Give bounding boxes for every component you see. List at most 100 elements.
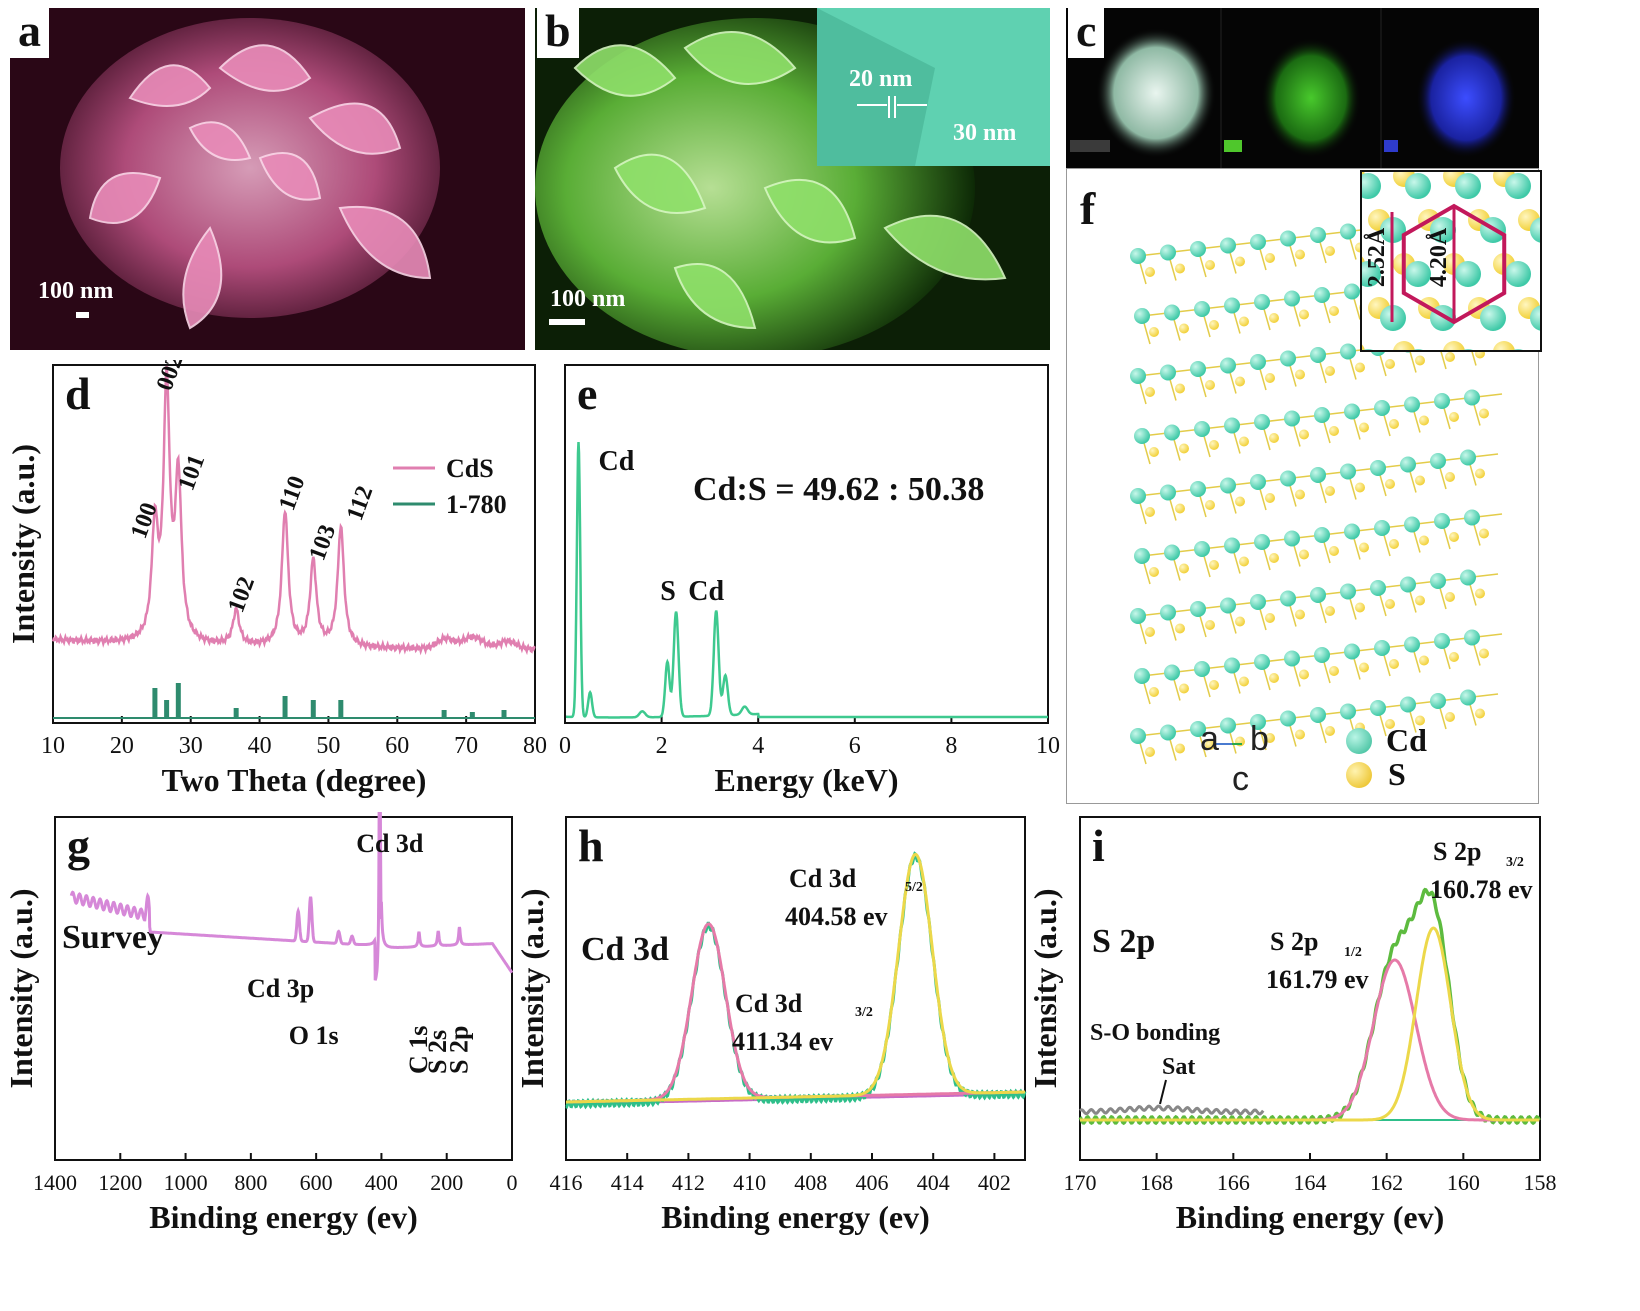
x-tick-label: 20 [110,733,134,759]
cd-atom [1160,724,1176,741]
s-atom [1175,623,1185,634]
x-tick-label: 200 [430,1170,463,1195]
cd-atom [1130,608,1146,624]
cd-atom [1405,261,1431,287]
s-atom [1493,341,1515,350]
peak-label-103: 103 [304,521,341,564]
eds-peak-label-2: Cd [688,576,724,607]
cd-atom [1194,541,1210,557]
reference-peak [469,712,475,718]
s-atom [1269,433,1279,443]
x-tick-label: 402 [978,1170,1011,1195]
cd-atom [1134,668,1150,684]
cd-atom [1250,234,1266,250]
cd-atom [1460,449,1476,466]
label-cd3d52: Cd 3d [789,864,857,893]
legend-s-icon [1346,762,1372,788]
axis-label-c: c [1232,760,1249,798]
cd-s-ratio: Cd:S = 49.62 : 50.38 [693,471,984,508]
s-atom [1389,659,1399,669]
panel-letter-a: a [10,8,49,58]
x-tick-label: 8 [945,733,957,759]
panel-b: b 100 nm 20 nm 30 nm [535,8,1050,358]
cd-atom [1254,534,1270,550]
chart-h: 416 414 412 410 408 406 404 402 Binding energy (… [514,812,1045,1306]
s-atom [1325,366,1335,376]
s-atom [1325,246,1335,256]
reference-peak [175,683,181,718]
x-tick-label: 1200 [98,1170,142,1195]
s-atom [1325,606,1335,616]
survey-line [69,646,514,981]
legend-label-1-780: 1-780 [446,490,507,519]
s-atom [1445,712,1455,722]
s-atom [1295,609,1305,620]
cd-atom [1280,470,1296,487]
s-atom [1443,341,1465,350]
s-atom [1295,369,1305,380]
cd-atom [1134,308,1150,324]
cd-atom [1134,428,1150,444]
satellite-line [1079,1104,1265,1116]
s-atom [1445,472,1455,482]
panel-letter-f: f [1080,183,1096,234]
x-tick-label: 70 [454,733,478,759]
x-axis-label: Energy (keV) [715,762,899,798]
x-tick-label: 162 [1370,1170,1403,1195]
axis-label-b: b [1250,720,1269,758]
x-tick-label: 30 [179,733,203,759]
s-atom [1385,359,1395,369]
s-atom [1329,666,1339,676]
x-axis-label: Binding energy (ev) [1176,1199,1444,1235]
s-atom [1179,683,1189,694]
plot-frame [565,816,1026,1161]
s-atom [1393,341,1415,350]
panel-letter-d: d [65,368,91,419]
s-atom [1179,443,1189,454]
cd-atom [1340,223,1356,240]
s-atom [1175,503,1185,514]
s-atom [1265,493,1275,503]
s-atom [1209,440,1219,450]
eds-spectrum-line [566,442,1048,719]
s-atom [1479,528,1489,539]
x-tick-label: 414 [611,1170,644,1195]
x-tick-label: 168 [1140,1170,1173,1195]
inset-label-30nm: 30 nm [953,120,1017,146]
s-atom [1235,616,1245,627]
x-axis-label: Binding energy (ev) [661,1199,929,1235]
s-atom [1265,373,1275,383]
cd-atom [1224,657,1240,674]
cd-atom [1280,590,1296,607]
cd-atom [1224,297,1240,314]
s-atom [1235,496,1245,507]
cd-atom [1314,287,1330,303]
x-tick-label: 412 [672,1170,705,1195]
sem-image-a [10,8,525,350]
axis-label-a: a [1200,720,1219,758]
cd-atom [1134,548,1150,564]
s-atom [1205,260,1215,270]
s-atom [1209,680,1219,690]
x-axis-label: Binding energy (ev) [149,1199,417,1235]
annotation-so-bonding: S-O bonding [1090,1020,1220,1046]
reference-peak [233,708,239,718]
survey-peak-label-3: C 1s [404,1026,433,1074]
cd-atom [1130,488,1146,504]
x-tick-label: 166 [1217,1170,1250,1195]
s-atom [1205,740,1215,750]
cd-atom [1224,537,1240,554]
survey-peak-label-0: Cd 3d [356,829,424,858]
s-atom [1419,655,1429,666]
annotation-pointer [1159,1079,1167,1105]
s-atom [1265,733,1275,743]
x-tick-label: 600 [300,1170,333,1195]
cd-atom [1370,460,1386,476]
cd-atom [1370,700,1386,716]
cd-atom [1130,728,1146,744]
cd-atom [1130,368,1146,384]
cd-atom [1413,349,1423,350]
cd-atom [1340,463,1356,480]
x-tick-label: 416 [550,1170,583,1195]
x-tick-label: 0 [559,733,571,759]
